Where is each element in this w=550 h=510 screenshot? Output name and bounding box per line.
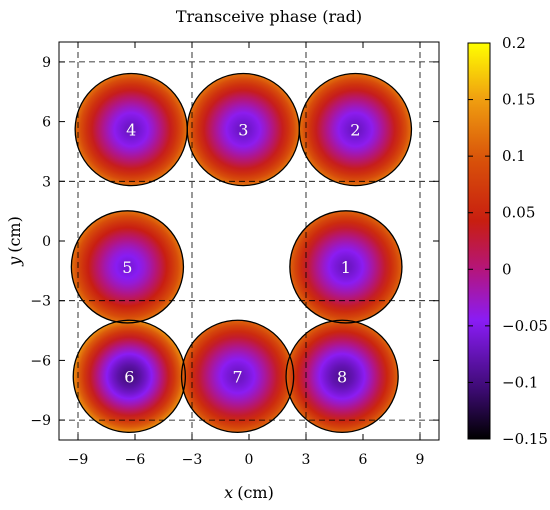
coil-6-phase-map: [73, 320, 186, 433]
y-tick-label: 0: [42, 234, 51, 250]
y-tick-label: −9: [30, 413, 51, 429]
coil-3-label: 3: [238, 121, 248, 140]
axis-ticks: −9 −6 −3 0 3 6 9 9 6 3 0 −3 −6 −9: [30, 42, 439, 468]
colorbar-tick-label: 0.1: [502, 147, 526, 165]
y-tick-label: 3: [42, 174, 51, 190]
coil-2-phase-map: [299, 73, 412, 186]
colorbar-tick-label: 0.15: [502, 91, 535, 109]
x-tick-label: −3: [182, 452, 203, 468]
x-axis-unit: (cm): [237, 483, 274, 502]
coil-4-phase-map: [75, 73, 188, 186]
coil-4-outline: [74, 72, 188, 187]
chart-title: Transceive phase (rad): [176, 7, 362, 26]
y-axis-title: y (cm): [5, 216, 24, 267]
colorbar-tick-label: 0.2: [502, 34, 526, 52]
colorbar-tick-label: 0.05: [502, 204, 535, 222]
grid-lines: [59, 42, 439, 440]
coil-2-label: 2: [350, 121, 360, 140]
x-tick-label: −6: [125, 452, 146, 468]
colorbar: [467, 42, 491, 440]
y-axis-var: y: [5, 256, 24, 267]
y-tick-label: 6: [42, 115, 51, 131]
x-tick-label: 3: [302, 452, 311, 468]
x-tick-label: 6: [359, 452, 368, 468]
coil-7-phase-map: [181, 320, 294, 433]
colorbar-tick-label: −0.05: [502, 317, 548, 335]
coil-1-outline: [289, 210, 403, 324]
coil-3-phase-map: [187, 73, 300, 186]
colorbar-tick-label: −0.1: [502, 373, 538, 391]
coil-6-outline: [72, 319, 186, 434]
x-tick-label: 9: [416, 452, 425, 468]
x-axis-var: x: [224, 483, 233, 502]
heatmap-layer: [71, 73, 412, 433]
coil-7-label: 7: [233, 367, 243, 386]
colorbar-ticks: 0.2 0.15 0.1 0.05 0 −0.05 −0.1 −0.15: [468, 34, 548, 448]
y-axis-unit: (cm): [5, 216, 24, 253]
coil-4-label: 4: [126, 121, 136, 140]
y-tick-label: −3: [30, 294, 51, 310]
coil-outlines: [70, 72, 413, 434]
x-tick-label: −9: [68, 452, 89, 468]
coil-5-label: 5: [122, 258, 132, 277]
y-tick-label: −6: [30, 353, 51, 369]
coil-7-outline: [180, 319, 295, 434]
coil-8-outline: [285, 319, 399, 434]
y-tick-label: 9: [42, 55, 51, 71]
coil-6-label: 6: [124, 367, 134, 386]
colorbar-tick-label: −0.15: [502, 430, 548, 448]
coil-5-phase-map: [71, 210, 184, 323]
coil-1-label: 1: [341, 258, 351, 277]
colorbar-tick-label: 0: [502, 260, 512, 278]
coil-8-phase-map: [286, 320, 399, 433]
coil-1-phase-map: [289, 210, 402, 323]
coil-labels: 1 2 3 4 5 6 7 8: [122, 121, 360, 387]
coil-5-outline: [70, 210, 185, 324]
x-axis-title: x (cm): [224, 483, 274, 502]
x-tick-label: 0: [245, 452, 254, 468]
coil-8-label: 8: [337, 367, 347, 386]
